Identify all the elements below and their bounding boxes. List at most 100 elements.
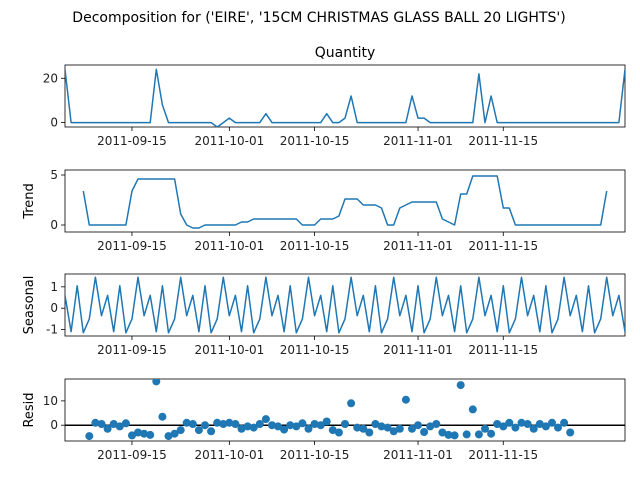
quantity-panel: Quantity 0 20 2011-09-15 2011-10-01 2011-10-1…: [43, 45, 626, 148]
resid-point: [359, 424, 368, 433]
seasonal-xtick-label: 2011-11-15: [468, 343, 538, 357]
resid-point: [523, 420, 532, 428]
quantity-xtick-label: 2011-10-01: [194, 134, 264, 148]
resid-point: [103, 424, 112, 433]
resid-point: [164, 432, 173, 441]
resid-point: [353, 423, 362, 432]
trend-xtick-label: 2011-10-01: [194, 239, 264, 253]
resid-point: [395, 424, 404, 433]
resid-point: [201, 421, 209, 430]
trend-xtick-label: 2011-10-15: [280, 239, 350, 253]
resid-point: [401, 395, 410, 404]
resid-point: [231, 420, 240, 428]
quantity-ytick-label: 0: [50, 116, 58, 130]
quantity-xtick-label: 2011-11-15: [468, 134, 538, 148]
resid-point: [560, 418, 569, 427]
resid-point: [383, 423, 392, 432]
resid-axes-frame: [64, 378, 626, 442]
resid-point: [292, 422, 301, 431]
resid-point: [121, 419, 130, 428]
trend-xtick-label: 2011-09-15: [97, 239, 167, 253]
resid-point: [91, 418, 100, 427]
trend-ytick-label: 5: [50, 168, 58, 182]
resid-point: [541, 422, 550, 431]
resid-point: [462, 430, 471, 439]
quantity-xtick-label: 2011-11-01: [383, 134, 453, 148]
resid-point: [438, 428, 447, 437]
resid-point: [249, 423, 258, 432]
resid-xtick-label: 2011-11-15: [468, 448, 538, 462]
resid-point: [97, 420, 106, 428]
trend-ylabel: Trend: [22, 183, 37, 220]
resid-point: [426, 422, 435, 431]
resid-data: [65, 379, 625, 441]
resid-point: [444, 430, 453, 439]
resid-xtick-label: 2011-09-15: [97, 448, 167, 462]
resid-point: [310, 420, 319, 428]
resid-point: [213, 418, 222, 427]
seasonal-xtick-label: 2011-09-15: [97, 343, 167, 357]
resid-point: [85, 432, 94, 441]
resid-point: [219, 420, 228, 428]
resid-point: [487, 429, 496, 438]
resid-point: [468, 405, 477, 414]
quantity-data: [65, 68, 625, 127]
resid-point: [548, 418, 556, 427]
seasonal-ylabel: Seasonal: [22, 276, 37, 335]
trend-data: [82, 175, 608, 229]
resid-point: [499, 422, 508, 431]
quantity-title: Quantity: [315, 45, 376, 61]
quantity-series-line: [65, 68, 625, 127]
resid-point: [566, 428, 575, 437]
resid-point: [481, 424, 489, 433]
seasonal-axes-frame: [64, 273, 626, 337]
resid-point: [432, 420, 441, 428]
seasonal-panel: Seasonal -1 0 1 2011-09-15 2011-10-01 2011-10-…: [22, 273, 626, 357]
quantity-axes-frame: [64, 64, 626, 128]
resid-point: [371, 420, 380, 428]
resid-point: [298, 419, 307, 428]
resid-point: [207, 427, 216, 436]
resid-point: [328, 426, 337, 435]
resid-point: [115, 422, 124, 431]
resid-point: [255, 420, 264, 428]
resid-point: [274, 422, 282, 431]
resid-point: [511, 423, 520, 432]
resid-point: [170, 429, 179, 438]
trend-xtick-label: 2011-11-01: [383, 239, 453, 253]
resid-ytick-label: 10: [43, 394, 58, 408]
seasonal-series-line: [65, 276, 625, 334]
resid-point: [505, 418, 514, 427]
resid-point: [420, 428, 429, 436]
resid-point: [377, 422, 386, 431]
resid-xtick-label: 2011-10-15: [280, 448, 350, 462]
resid-point: [322, 417, 331, 426]
resid-point: [268, 421, 276, 430]
resid-point: [237, 424, 246, 433]
resid-point: [194, 426, 203, 435]
resid-point: [365, 428, 374, 437]
resid-point: [474, 430, 483, 439]
resid-point: [408, 424, 416, 433]
resid-point: [316, 421, 325, 430]
resid-point: [493, 420, 502, 428]
seasonal-xtick-label: 2011-10-15: [280, 343, 350, 357]
trend-ytick-label: 0: [50, 218, 58, 232]
resid-point: [134, 428, 142, 437]
quantity-xtick-label: 2011-10-15: [280, 134, 350, 148]
resid-point: [158, 412, 167, 421]
seasonal-ytick-label: 1: [50, 280, 58, 294]
resid-point: [517, 418, 526, 427]
resid-ylabel: Resid: [22, 392, 37, 427]
trend-xtick-label: 2011-11-15: [468, 239, 538, 253]
resid-point: [529, 424, 538, 433]
resid-point: [182, 418, 191, 427]
resid-point: [341, 420, 349, 428]
resid-point: [140, 429, 149, 438]
resid-panel: Resid 0 10 2011-09-15 2011-10-01 2011-10-15 20…: [22, 378, 626, 462]
resid-point: [261, 415, 270, 424]
resid-point: [176, 426, 185, 435]
resid-point: [347, 399, 356, 408]
resid-point: [334, 428, 343, 437]
